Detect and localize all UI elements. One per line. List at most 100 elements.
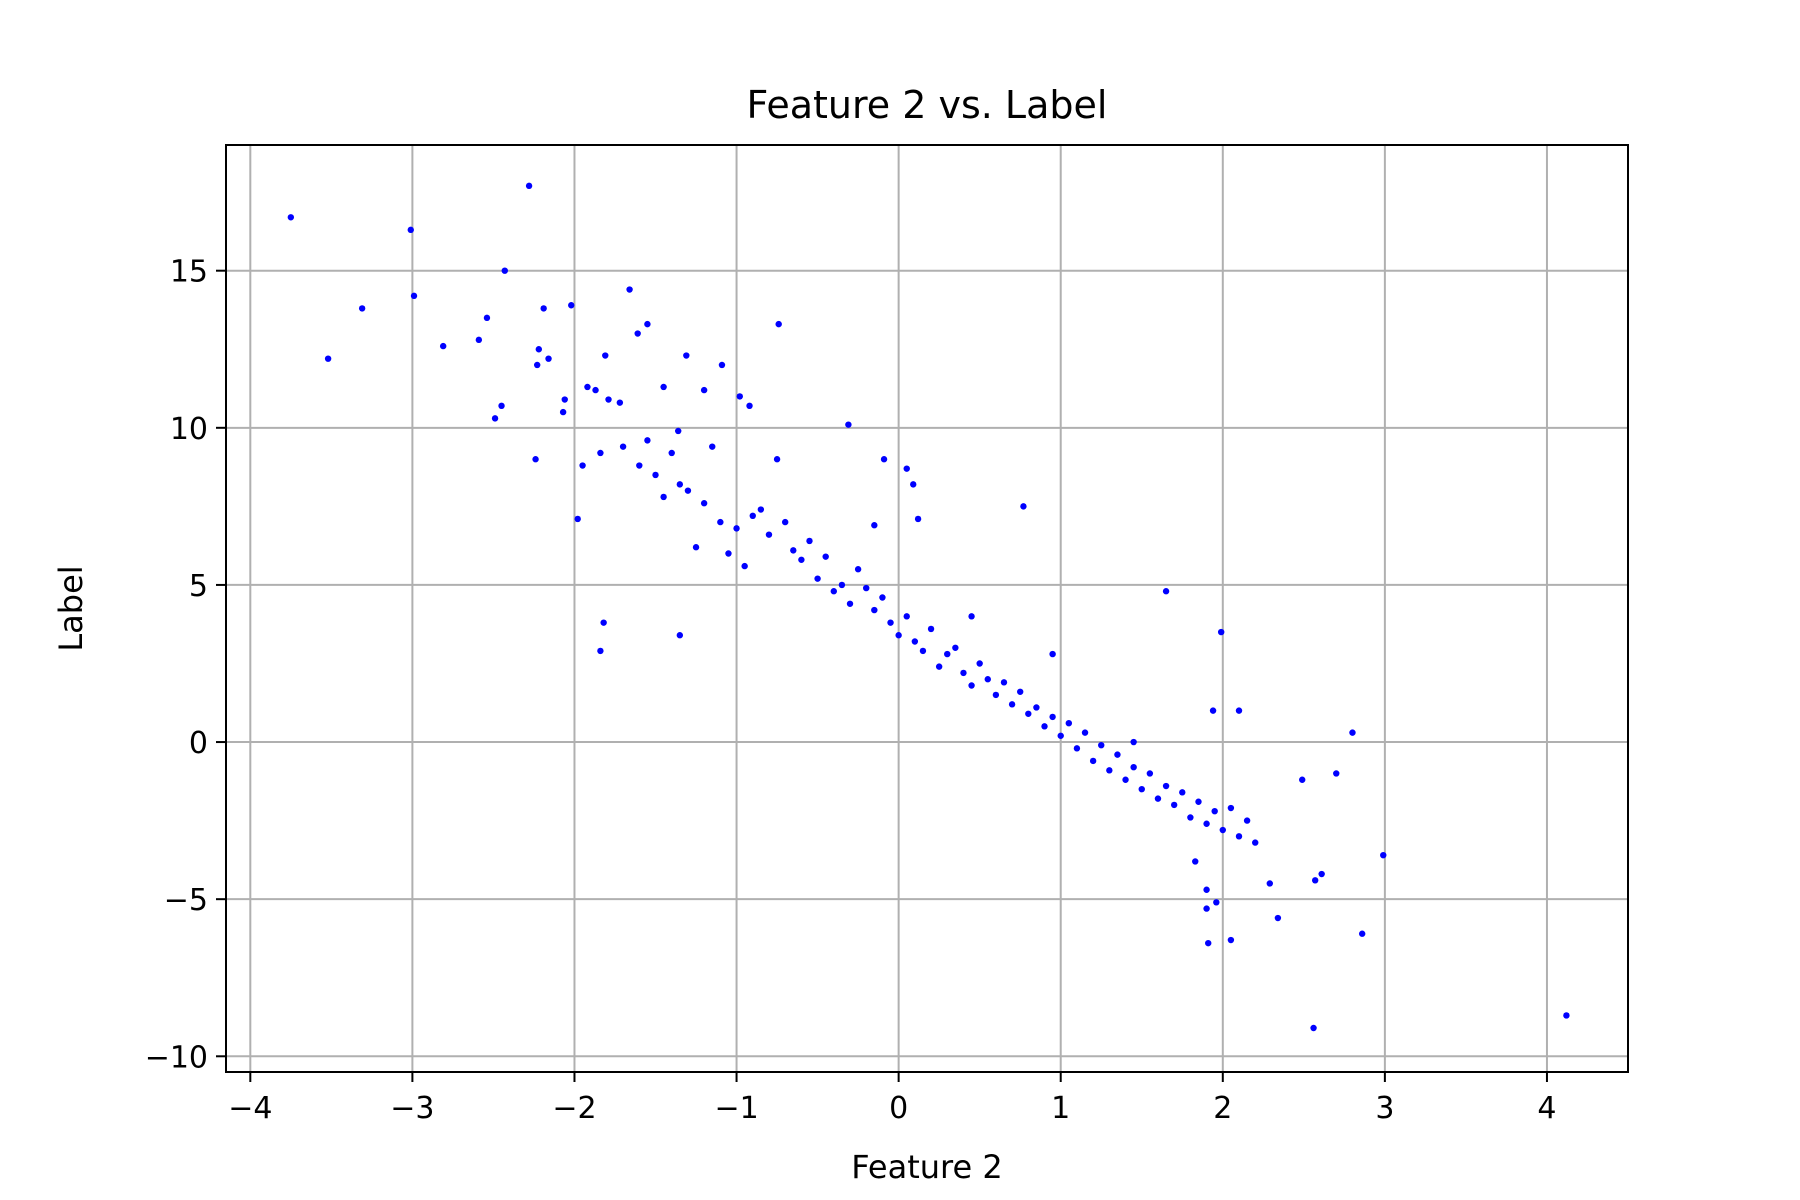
data-point bbox=[960, 669, 967, 677]
data-point bbox=[501, 267, 508, 274]
data-point bbox=[597, 647, 604, 655]
data-points bbox=[287, 182, 1570, 1032]
data-point bbox=[1203, 886, 1210, 893]
x-axis-ticks: −4 −3 −2 −1 0 1 2 3 4 bbox=[228, 1072, 1557, 1126]
data-point bbox=[1211, 807, 1218, 815]
data-point bbox=[725, 550, 732, 557]
data-point bbox=[1073, 745, 1081, 752]
data-point bbox=[1203, 820, 1210, 827]
data-point bbox=[911, 638, 919, 645]
data-point bbox=[676, 632, 684, 639]
data-point bbox=[407, 226, 414, 234]
data-point bbox=[1274, 914, 1282, 922]
data-point bbox=[1187, 814, 1194, 821]
data-point bbox=[919, 647, 927, 655]
data-point bbox=[733, 525, 740, 532]
data-point bbox=[1041, 723, 1048, 730]
data-point bbox=[584, 383, 591, 391]
data-point bbox=[1008, 701, 1016, 708]
data-point bbox=[781, 518, 789, 526]
y-tick-label: 10 bbox=[170, 412, 208, 447]
data-point bbox=[773, 456, 781, 463]
data-point bbox=[1192, 858, 1199, 865]
data-point bbox=[749, 512, 756, 519]
data-point bbox=[854, 566, 862, 573]
data-point bbox=[1049, 650, 1056, 658]
data-point bbox=[1020, 503, 1027, 510]
data-point bbox=[992, 691, 1000, 699]
data-point bbox=[700, 500, 708, 507]
y-tick-label: −10 bbox=[145, 1040, 208, 1075]
data-point bbox=[545, 355, 552, 362]
y-axis-title: Label bbox=[52, 565, 90, 651]
data-point bbox=[741, 562, 748, 570]
data-point bbox=[968, 613, 975, 620]
data-point bbox=[1130, 738, 1137, 746]
data-point bbox=[952, 644, 959, 651]
data-point bbox=[692, 544, 700, 551]
data-point bbox=[684, 487, 692, 494]
data-point bbox=[676, 481, 684, 488]
data-point bbox=[561, 396, 568, 403]
data-point bbox=[700, 386, 708, 394]
data-point bbox=[903, 465, 910, 472]
y-tick-label: −5 bbox=[164, 883, 208, 918]
data-point bbox=[775, 320, 782, 328]
data-point bbox=[619, 443, 627, 450]
data-point bbox=[830, 588, 838, 595]
x-tick-label: −3 bbox=[390, 1091, 434, 1126]
y-tick-label: 5 bbox=[189, 569, 208, 604]
data-point bbox=[944, 650, 951, 658]
data-point bbox=[1217, 628, 1225, 636]
data-point bbox=[718, 361, 726, 369]
data-point bbox=[1235, 833, 1243, 840]
data-point bbox=[1213, 899, 1220, 906]
data-point bbox=[287, 214, 295, 221]
data-point bbox=[1219, 826, 1226, 834]
data-point bbox=[634, 330, 641, 337]
data-point bbox=[1266, 880, 1274, 887]
data-point bbox=[1563, 1012, 1570, 1019]
data-point bbox=[1227, 936, 1235, 944]
data-point bbox=[574, 515, 581, 523]
chart-title: Feature 2 vs. Label bbox=[747, 83, 1108, 127]
data-point bbox=[814, 575, 821, 582]
data-point bbox=[592, 386, 599, 394]
data-point bbox=[1380, 851, 1387, 859]
data-point bbox=[887, 619, 894, 626]
data-point bbox=[1349, 729, 1356, 736]
data-point bbox=[1016, 688, 1024, 695]
x-tick-label: 1 bbox=[1051, 1091, 1070, 1126]
data-point bbox=[1098, 741, 1105, 749]
data-point bbox=[605, 396, 612, 403]
y-tick-label: 15 bbox=[170, 255, 208, 290]
data-point bbox=[498, 402, 505, 410]
x-tick-label: 3 bbox=[1375, 1091, 1394, 1126]
data-point bbox=[535, 346, 543, 353]
data-point bbox=[845, 421, 852, 428]
data-point bbox=[1000, 679, 1008, 686]
data-point bbox=[709, 443, 716, 450]
data-point bbox=[439, 342, 447, 350]
data-point bbox=[1179, 789, 1186, 796]
data-point bbox=[871, 606, 878, 614]
data-point bbox=[1195, 798, 1202, 805]
data-point bbox=[1049, 713, 1056, 721]
data-point bbox=[1106, 767, 1113, 774]
data-point bbox=[668, 449, 675, 457]
data-point bbox=[410, 292, 418, 300]
data-point bbox=[976, 660, 983, 667]
data-point bbox=[1065, 719, 1073, 727]
data-point bbox=[475, 336, 483, 344]
data-point bbox=[1057, 732, 1064, 739]
data-point bbox=[525, 182, 533, 190]
data-point bbox=[1358, 930, 1366, 937]
data-point bbox=[626, 286, 633, 293]
data-point bbox=[1162, 588, 1170, 595]
data-point bbox=[324, 355, 332, 362]
data-point bbox=[1138, 785, 1145, 793]
data-point bbox=[540, 305, 547, 312]
data-point bbox=[903, 613, 910, 620]
